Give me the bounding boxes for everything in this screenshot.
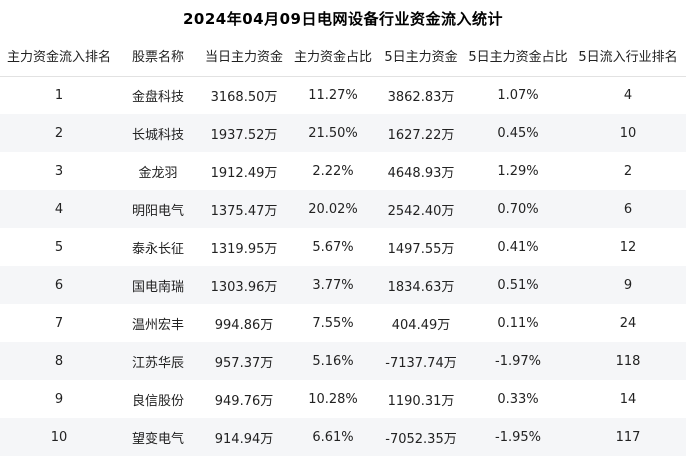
table-cell: 14: [619, 391, 637, 407]
table-cell: 3862.83万: [387, 89, 455, 105]
table-cell: 21.50%: [308, 125, 358, 141]
table-row: 2 长城科技 1937.52万 21.50% 1627.22万 0.45% 10: [0, 114, 686, 152]
table-cell: 11.27%: [308, 87, 358, 103]
table-cell: 1937.52万: [210, 127, 278, 143]
column-header: 5日流入行业排名: [570, 36, 686, 77]
table-cell: 2542.40万: [387, 203, 455, 219]
table-cell: 长城科技: [131, 127, 184, 143]
table-row: 3 金龙羽 1912.49万 2.22% 4648.93万 1.29% 2: [0, 152, 686, 190]
column-header: 主力资金流入排名: [0, 36, 118, 77]
table-cell: 5: [54, 239, 64, 255]
table-cell: 7.55%: [312, 315, 354, 331]
table-cell: 2.22%: [312, 163, 354, 179]
table-cell: 1190.31万: [387, 393, 455, 409]
table-cell: 0.51%: [497, 277, 539, 293]
table-cell: 明阳电气: [131, 203, 184, 219]
table-cell: 江苏华辰: [131, 355, 184, 371]
table-cell: 24: [619, 315, 637, 331]
table-cell: 国电南瑞: [131, 279, 184, 295]
table-cell: 望变电气: [131, 431, 184, 447]
table-cell: 1375.47万: [210, 203, 278, 219]
table-cell: 6: [623, 201, 633, 217]
table-cell: 4: [54, 201, 64, 217]
table-row: 7 温州宏丰 994.86万 7.55% 404.49万 0.11% 24: [0, 304, 686, 342]
table-cell: 10: [619, 125, 637, 141]
column-header: 主力资金占比: [290, 36, 376, 77]
table-cell: -1.95%: [495, 429, 541, 445]
column-header: 股票名称: [118, 36, 198, 77]
table-cell: 2: [54, 125, 64, 141]
table-cell: 1.29%: [497, 163, 539, 179]
column-header: 5日主力资金占比: [466, 36, 570, 77]
table-cell: 0.45%: [497, 125, 539, 141]
table-cell: 914.94万: [214, 431, 274, 447]
table-body: 1 金盘科技 3168.50万 11.27% 3862.83万 1.07% 4 2 长城科技 19…: [0, 76, 686, 456]
table-cell: 8: [54, 353, 64, 369]
table-cell: 949.76万: [214, 393, 274, 409]
table-cell: 1834.63万: [387, 279, 455, 295]
table-cell: 404.49万: [391, 317, 451, 333]
table-row: 9 良信股份 949.76万 10.28% 1190.31万 0.33% 14: [0, 380, 686, 418]
table-row: 6 国电南瑞 1303.96万 3.77% 1834.63万 0.51% 9: [0, 266, 686, 304]
table-cell: 20.02%: [308, 201, 358, 217]
table-cell: 5.67%: [312, 239, 354, 255]
table-cell: -1.97%: [495, 353, 541, 369]
table-cell: 良信股份: [131, 393, 184, 409]
table-cell: 6.61%: [312, 429, 354, 445]
column-header: 当日主力资金: [198, 36, 290, 77]
table-cell: 0.70%: [497, 201, 539, 217]
table-cell: 994.86万: [214, 317, 274, 333]
table-cell: 1.07%: [497, 87, 539, 103]
table-cell: 温州宏丰: [131, 317, 184, 333]
table-cell: 泰永长征: [131, 241, 184, 257]
table-cell: 1319.95万: [210, 241, 278, 257]
table-cell: 9: [623, 277, 633, 293]
table-cell: 0.11%: [497, 315, 539, 331]
table-row: 10 望变电气 914.94万 6.61% -7052.35万 -1.95% 117: [0, 418, 686, 456]
table-cell: 7: [54, 315, 64, 331]
table-cell: 1627.22万: [387, 127, 455, 143]
table-row: 8 江苏华辰 957.37万 5.16% -7137.74万 -1.97% 118: [0, 342, 686, 380]
table-cell: 3: [54, 163, 64, 179]
table-cell: -7137.74万: [385, 355, 457, 371]
table-cell: 1912.49万: [210, 165, 278, 181]
table-cell: 957.37万: [214, 355, 274, 371]
table-row: 5 泰永长征 1319.95万 5.67% 1497.55万 0.41% 12: [0, 228, 686, 266]
table-cell: 0.33%: [497, 391, 539, 407]
table-cell: 1497.55万: [387, 241, 455, 257]
table-cell: 10.28%: [308, 391, 358, 407]
table-cell: 4648.93万: [387, 165, 455, 181]
table-cell: 3168.50万: [210, 89, 278, 105]
header-row: 主力资金流入排名 股票名称 当日主力资金 主力资金占比 5日主力资金 5日主力资金占比 5日…: [0, 36, 686, 77]
table-row: 1 金盘科技 3168.50万 11.27% 3862.83万 1.07% 4: [0, 76, 686, 114]
table-cell: 118: [615, 353, 641, 369]
table-cell: 117: [615, 429, 641, 445]
table-cell: 6: [54, 277, 64, 293]
table-cell: 0.41%: [497, 239, 539, 255]
table-cell: -7052.35万: [385, 431, 457, 447]
table-cell: 金盘科技: [131, 89, 184, 105]
table-cell: 1: [54, 87, 64, 103]
table-cell: 1303.96万: [210, 279, 278, 295]
table-cell: 9: [54, 391, 64, 407]
table-cell: 10: [50, 429, 68, 445]
table-cell: 3.77%: [312, 277, 354, 293]
column-header: 5日主力资金: [376, 36, 466, 77]
page-title: 2024年04月09日电网设备行业资金流入统计: [183, 9, 503, 28]
table-cell: 4: [623, 87, 633, 103]
table-cell: 金龙羽: [138, 165, 178, 181]
table-cell: 2: [623, 163, 633, 179]
fund-flow-table: 主力资金流入排名 股票名称 当日主力资金 主力资金占比 5日主力资金 5日主力资金占比 5日…: [0, 36, 686, 456]
table-row: 4 明阳电气 1375.47万 20.02% 2542.40万 0.70% 6: [0, 190, 686, 228]
table-cell: 5.16%: [312, 353, 354, 369]
table-cell: 12: [619, 239, 637, 255]
